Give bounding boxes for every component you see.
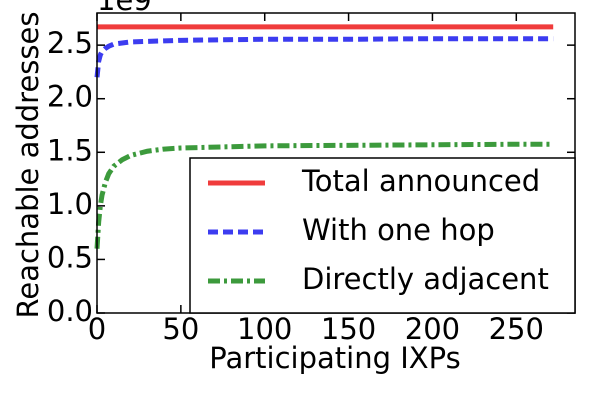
data-line bbox=[94, 36, 554, 78]
x-axis-label: Participating IXPs bbox=[209, 341, 460, 375]
x-tick-label: 150 bbox=[321, 312, 376, 346]
x-tick-label: 200 bbox=[405, 312, 460, 346]
legend-label: With one hop bbox=[302, 213, 495, 247]
y-tick-label: 1.0 bbox=[47, 187, 93, 221]
y-offset-label: 1e9 bbox=[97, 0, 152, 17]
y-axis-label: Reachable addresses bbox=[11, 12, 45, 319]
y-tick-label: 2.0 bbox=[47, 80, 93, 114]
x-tick-label: 250 bbox=[489, 312, 544, 346]
y-tick-label: 0.5 bbox=[47, 240, 93, 274]
x-tick-label: 100 bbox=[237, 312, 292, 346]
data-line bbox=[94, 141, 554, 249]
legend-label: Directly adjacent bbox=[302, 262, 549, 296]
legend-label: Total announced bbox=[301, 164, 540, 198]
y-tick-label: 1.5 bbox=[47, 133, 93, 167]
y-tick-label: 2.5 bbox=[47, 26, 93, 60]
x-tick-label: 50 bbox=[162, 312, 199, 346]
x-tick-label: 0 bbox=[88, 312, 106, 346]
y-tick-label: 0.0 bbox=[47, 294, 93, 328]
